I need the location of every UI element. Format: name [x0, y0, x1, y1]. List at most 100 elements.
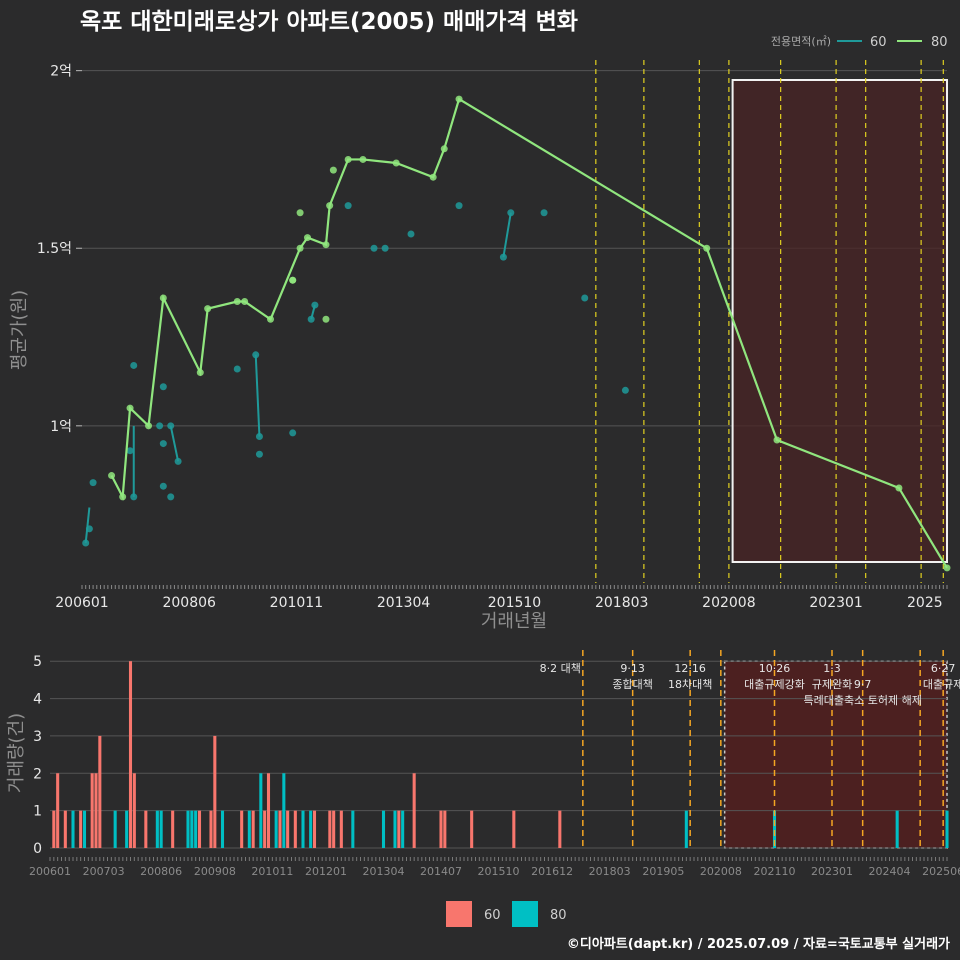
bar-80 [155, 810, 159, 848]
policy-annotation: 9·7 [854, 678, 872, 691]
x-tick-label: 200908 [194, 865, 236, 878]
series-80-point [326, 202, 334, 210]
series-60-point [311, 301, 319, 309]
bar-60 [286, 810, 290, 848]
x-tick-label: 202506 [922, 865, 960, 878]
bar-80 [247, 810, 251, 848]
bar-60 [251, 810, 255, 848]
policy-annotation: 규제완화 [812, 678, 852, 691]
y-tick-label: 5 [33, 654, 42, 670]
series-60-point [455, 202, 463, 210]
bar-60 [328, 810, 332, 848]
bar-80 [194, 810, 198, 848]
volume-chart: 0 1 2 3 4 5 8·2 대책 9·13 종합대책 12·16 18차대책 10·26 대출규제강… [6, 650, 960, 927]
series-80-point [895, 484, 903, 492]
bar-60 [197, 810, 202, 848]
series-80-point [108, 472, 116, 480]
series-80-point [289, 276, 297, 284]
bar-60 [240, 810, 244, 848]
series-60-point [581, 294, 589, 302]
policy-annotation: 8·2 대책 [540, 662, 581, 675]
x-tick-label: 201304 [377, 595, 431, 611]
chart-title: 옥포 대한미래로상가 아파트(2005) 매매가격 변화 [80, 9, 578, 35]
legend-title: 전용면적(㎡) [771, 35, 831, 48]
y-tick-label: 1.5억 [37, 241, 72, 257]
x-tick-label: 202008 [700, 865, 742, 878]
series-80-point [296, 244, 304, 252]
x-tick-label: 201905 [642, 865, 684, 878]
legend-label-80: 80 [931, 35, 948, 50]
policy-annotation: 대출규제강화 [744, 678, 805, 691]
x-tick-label: 201510 [488, 595, 541, 611]
bar-60 [332, 810, 336, 848]
x-tick-label: 202110 [754, 865, 796, 878]
policy-annotation: 9·13 [620, 662, 645, 675]
x-tick-label: 200806 [140, 865, 182, 878]
series-60-point [344, 202, 352, 210]
x-tick-label: 200703 [83, 865, 125, 878]
bar-80 [684, 810, 688, 848]
bar-80 [190, 810, 194, 848]
series-60-point [381, 244, 389, 252]
series-60-point [159, 482, 167, 490]
source-footer: ©디아파트(dapt.kr) / 2025.07.09 / 자료=국토교통부 실… [567, 936, 950, 952]
bar-80 [71, 810, 75, 848]
series-80-point [204, 305, 212, 313]
series-60-point [289, 429, 297, 437]
series-80-point [329, 166, 337, 174]
legend-key-60 [446, 901, 472, 927]
bar-80 [895, 810, 899, 848]
policy-annotation: 1·3 [823, 662, 841, 675]
policy-annotation: 대출규제 [923, 678, 960, 691]
series-60-point [159, 440, 167, 448]
bar-80 [945, 810, 949, 848]
series-80-point [233, 298, 241, 306]
bar-60 [132, 773, 136, 848]
bar-80 [301, 810, 305, 848]
bar-60 [213, 735, 217, 848]
bar-60 [209, 810, 213, 848]
series-60-point [167, 493, 175, 501]
x-tick-label: 201510 [478, 865, 520, 878]
bar-80 [186, 810, 190, 848]
bar-60 [512, 810, 516, 848]
series-80-point [344, 155, 352, 163]
series-80-point [322, 241, 330, 249]
series-60-point [370, 244, 378, 252]
series-80-point [126, 404, 134, 412]
series-60-point [85, 525, 93, 533]
bar-60 [266, 773, 271, 848]
series-60-point [82, 539, 90, 547]
series-60-point [126, 447, 134, 455]
series-80-point [359, 155, 367, 163]
highlight-box [731, 79, 948, 563]
x-tick-label: 200601 [29, 865, 71, 878]
x-tick-label: 201011 [251, 865, 293, 878]
x-tick-label: 201612 [531, 865, 573, 878]
bar-60 [558, 810, 562, 848]
series-60-point [307, 315, 315, 323]
series-80-point [145, 422, 153, 430]
series-80-point [440, 145, 448, 153]
bar-80 [393, 810, 397, 848]
series-80-point [322, 315, 330, 323]
series-60-point [621, 386, 629, 394]
bar-80 [259, 773, 263, 848]
bar-60 [263, 810, 267, 848]
series-60-point [252, 351, 260, 359]
series-60-point [233, 365, 241, 373]
bar-60 [439, 810, 443, 848]
x-tick-label: 201803 [589, 865, 631, 878]
series-60-point [255, 432, 263, 440]
bar-60 [470, 810, 474, 848]
series-60-point [130, 361, 138, 369]
x-tick-label: 201803 [595, 595, 648, 611]
series-80-point [703, 244, 711, 252]
policy-annotation: 종합대책 [612, 678, 652, 691]
bar-60 [52, 810, 56, 848]
bar-80 [381, 810, 386, 848]
bar-60 [339, 810, 343, 848]
series-60-point [407, 230, 415, 238]
x-axis-title: 거래년월 [481, 611, 547, 632]
